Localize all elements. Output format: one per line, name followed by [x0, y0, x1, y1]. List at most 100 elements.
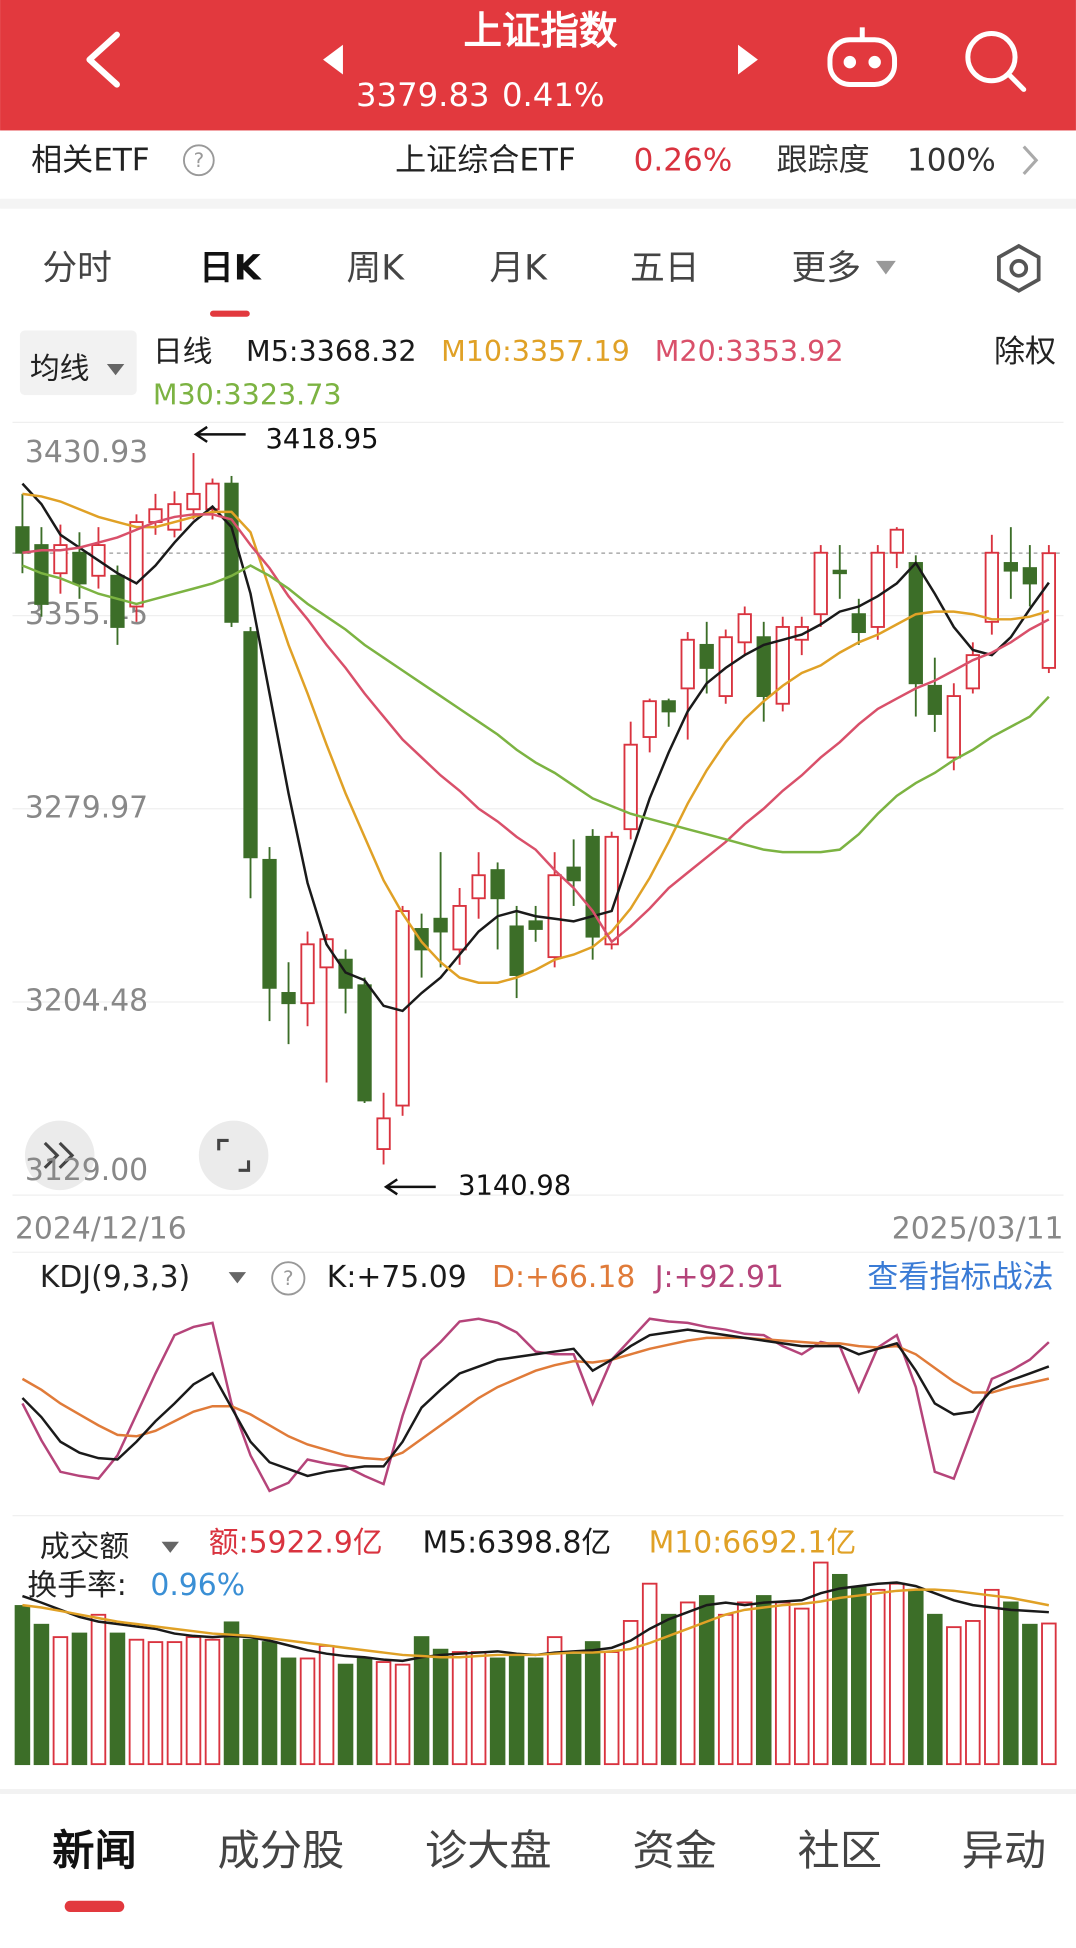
volume-bar	[622, 1620, 639, 1766]
prev-button[interactable]	[323, 44, 343, 75]
min-arrow	[383, 1178, 436, 1196]
candle-body	[965, 654, 980, 690]
volume-ma-line	[22, 1588, 1050, 1659]
volume-bar	[870, 1588, 886, 1766]
help-icon[interactable]	[182, 144, 215, 177]
bottom-tab[interactable]: 社区	[798, 1826, 882, 1875]
tab[interactable]: 分时	[42, 249, 112, 289]
candle-body	[756, 636, 771, 697]
ma-button[interactable]	[19, 330, 137, 396]
bottom-tab[interactable]: 资金	[632, 1826, 716, 1875]
candle-body	[471, 874, 486, 900]
tab[interactable]: 日K	[199, 249, 262, 289]
volume-bar	[147, 1641, 164, 1766]
volume-bar	[413, 1636, 430, 1766]
candle-body	[699, 643, 714, 669]
candle-body	[680, 638, 695, 690]
candle-body	[585, 835, 600, 938]
legend-entry: J:+92.91	[653, 1260, 784, 1295]
turnover-label: 换手率:	[27, 1568, 126, 1603]
max-label: 3418.95	[266, 424, 379, 455]
bottom-tab[interactable]: 成分股	[218, 1826, 345, 1875]
ma-line	[21, 482, 1050, 1013]
candle-body	[53, 544, 68, 575]
volume-bar	[984, 1588, 1000, 1766]
candle-body	[642, 700, 657, 738]
ma-button-label[interactable]: 均线	[30, 352, 90, 387]
legend-entry: M5:3368.32	[246, 334, 417, 368]
volume-bar	[299, 1657, 316, 1766]
legend-entry: K:+75.09	[327, 1260, 467, 1295]
tab[interactable]: 五日	[630, 249, 700, 289]
bottom-tab[interactable]: 诊大盘	[425, 1826, 552, 1875]
candle-body	[623, 743, 638, 831]
candle-body	[1022, 567, 1037, 585]
etf-name[interactable]: 上证综合ETF	[395, 143, 576, 179]
candle-body	[889, 528, 904, 554]
kdj-line	[21, 1336, 1050, 1461]
volume-bar	[1022, 1623, 1038, 1766]
volume-title[interactable]: 成交额	[40, 1529, 129, 1564]
ma-caret	[106, 364, 125, 376]
volume-bar	[546, 1636, 563, 1766]
tab[interactable]: 更多	[791, 249, 861, 289]
volume-caret	[161, 1541, 179, 1553]
bottom-tab[interactable]: 新闻	[52, 1826, 136, 1875]
adjust-button[interactable]: 除权	[994, 334, 1056, 370]
header-change: 0.41%	[502, 76, 605, 114]
kdj-title[interactable]: KDJ(9,3,3)	[40, 1260, 190, 1295]
tab[interactable]: 月K	[489, 249, 548, 289]
kdj-caret	[228, 1272, 247, 1284]
candle-body	[528, 920, 543, 930]
turnover-value: 0.96%	[150, 1568, 245, 1603]
legend-entry: M20:3353.92	[655, 334, 844, 368]
candle-body	[661, 700, 676, 713]
legend-title: 日线	[153, 334, 213, 369]
candle-body	[15, 526, 30, 554]
volume-bar	[14, 1605, 31, 1766]
robot-icon[interactable]	[827, 27, 898, 87]
y-tick-label: 3430.93	[25, 435, 148, 470]
candle-body	[72, 551, 87, 585]
search-icon[interactable]	[965, 31, 1027, 92]
candle-body	[224, 482, 239, 623]
settings-icon[interactable]	[997, 243, 1041, 293]
indicator-link[interactable]: 查看指标战法	[867, 1259, 1053, 1295]
volume-bar	[660, 1613, 677, 1766]
volume-bar	[851, 1586, 867, 1766]
etf-change: 0.26%	[634, 143, 733, 179]
fullscreen-button[interactable]	[198, 1120, 269, 1191]
candle-body	[870, 551, 885, 628]
volume-bar	[736, 1601, 753, 1766]
tab[interactable]: 周K	[346, 249, 405, 289]
etf-chevron[interactable]	[1022, 145, 1039, 175]
next-button[interactable]	[738, 44, 758, 75]
max-arrow	[193, 425, 246, 443]
volume-bar	[565, 1653, 582, 1766]
volume-bar	[1041, 1622, 1057, 1766]
volume-bar	[204, 1638, 221, 1766]
volume-bar	[337, 1663, 354, 1766]
volume-bar	[242, 1638, 259, 1766]
legend-entry: D:+66.18	[492, 1260, 635, 1295]
help-icon[interactable]	[271, 1261, 306, 1296]
volume-value: 额:5922.9亿	[209, 1526, 383, 1561]
back-button[interactable]	[86, 31, 120, 88]
volume-bar	[470, 1651, 487, 1766]
candle-body	[851, 613, 866, 634]
volume-bar	[109, 1632, 126, 1766]
candle-body	[490, 869, 505, 900]
more-caret	[875, 260, 896, 275]
candle-body	[205, 482, 220, 511]
header-title: 上证指数	[463, 9, 618, 54]
bottom-tab[interactable]: 异动	[962, 1826, 1046, 1875]
volume-bar	[1003, 1601, 1019, 1766]
ma-line	[21, 564, 1050, 854]
ma-line	[22, 513, 1050, 944]
candle-body	[262, 858, 277, 989]
candle-body	[509, 925, 524, 976]
candle-body	[566, 866, 581, 882]
expand-left-button[interactable]	[24, 1120, 95, 1191]
